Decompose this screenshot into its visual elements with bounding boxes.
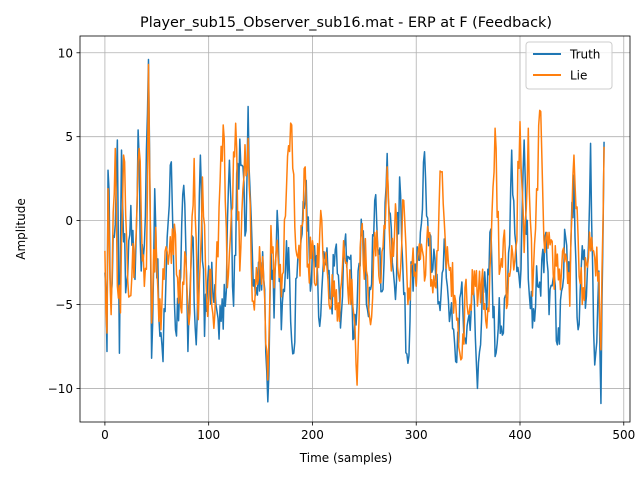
- x-tick-label: 100: [197, 428, 220, 442]
- axis-ticks: 0 100 200 300 400 500 −10 −5 0 5 10: [48, 46, 636, 442]
- x-tick-label: 300: [405, 428, 428, 442]
- chart-title: Player_sub15_Observer_sub16.mat - ERP at…: [140, 15, 552, 31]
- y-tick-label: −5: [55, 298, 73, 312]
- x-tick-label: 0: [101, 428, 109, 442]
- axes-frame: [79, 35, 631, 423]
- y-tick-label: 10: [58, 46, 73, 60]
- series-lines: [104, 58, 605, 405]
- legend: Truth Lie: [525, 41, 613, 90]
- legend-label-lie: Lie: [570, 69, 587, 83]
- y-axis-label: Amplitude: [14, 198, 28, 260]
- series-line-lie: [104, 63, 605, 386]
- x-tick-label: 500: [612, 428, 635, 442]
- y-tick-label: 0: [65, 214, 73, 228]
- x-tick-label: 200: [301, 428, 324, 442]
- y-tick-label: 5: [65, 130, 73, 144]
- x-axis-label: Time (samples): [299, 451, 392, 465]
- legend-label-truth: Truth: [569, 48, 600, 62]
- y-tick-label: −10: [48, 382, 73, 396]
- x-tick-label: 400: [509, 428, 532, 442]
